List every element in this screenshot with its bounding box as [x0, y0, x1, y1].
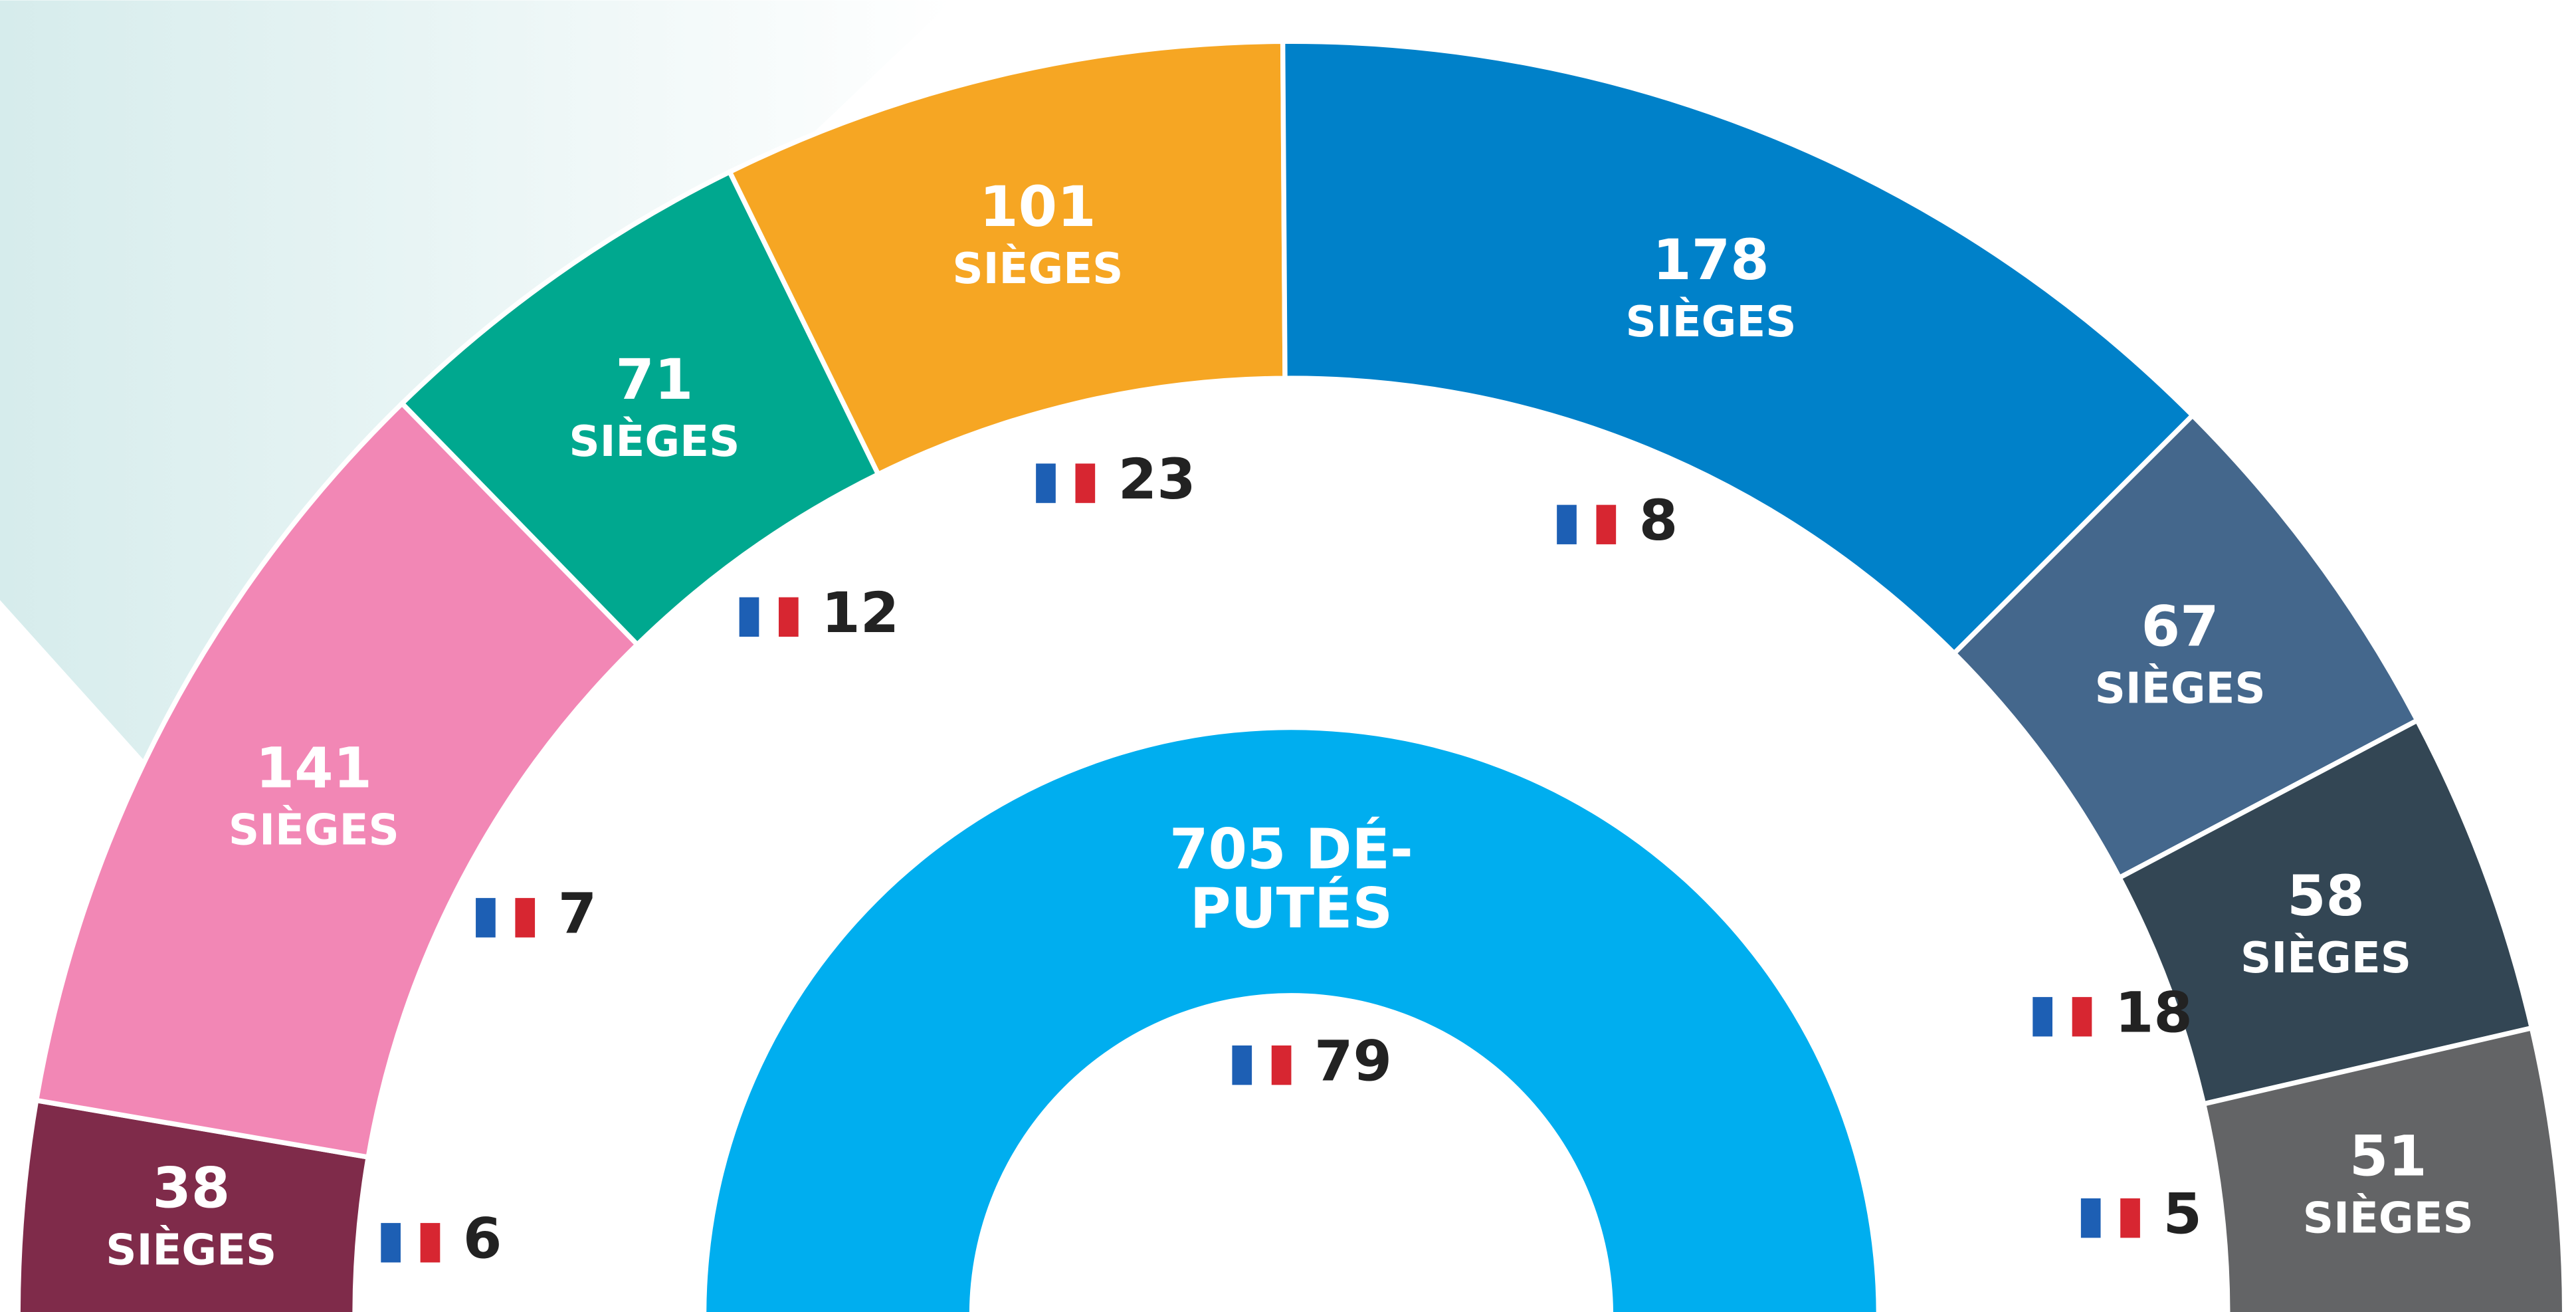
- seat-unit: SIÈGES: [1626, 296, 1797, 347]
- flag-value: 7: [558, 881, 597, 946]
- flag-red: [2120, 1198, 2140, 1238]
- flag-value: 5: [2163, 1182, 2202, 1247]
- flag-red: [1075, 463, 1096, 503]
- flag-red: [1596, 504, 1617, 544]
- flag-red: [1271, 1045, 1292, 1085]
- flag-red: [779, 597, 799, 637]
- seat-value: 101: [979, 174, 1096, 239]
- seat-value: 141: [256, 736, 372, 801]
- flag-red: [2072, 997, 2092, 1037]
- flag-blue: [381, 1223, 401, 1263]
- flag-value: 18: [2115, 980, 2193, 1045]
- flag-blue: [1232, 1045, 1252, 1085]
- seat-unit: SIÈGES: [2240, 932, 2411, 983]
- flag-value: 6: [463, 1206, 502, 1271]
- flag-value: 8: [1639, 488, 1678, 553]
- flag-blue: [739, 597, 759, 637]
- flag-value: 12: [821, 580, 899, 645]
- flag-red: [515, 898, 536, 938]
- seat-value: 67: [2141, 594, 2219, 659]
- seat-unit: SIÈGES: [952, 243, 1123, 294]
- flag-blue: [1036, 463, 1056, 503]
- flag-value: 79: [1314, 1029, 1392, 1094]
- flag-blue: [2080, 1198, 2101, 1238]
- seat-value: 178: [1652, 227, 1769, 292]
- seat-segment: [33, 399, 641, 1160]
- seat-segment: [1280, 39, 2197, 657]
- flag-blue: [2032, 997, 2053, 1037]
- seat-unit: SIÈGES: [106, 1225, 276, 1275]
- seat-segment: [2201, 1025, 2567, 1312]
- seat-unit: SIÈGES: [569, 416, 740, 467]
- seat-unit: SIÈGES: [2095, 663, 2266, 713]
- seat-value: 51: [2349, 1124, 2427, 1189]
- seat-unit: SIÈGES: [229, 805, 399, 855]
- seat-unit: SIÈGES: [2303, 1193, 2474, 1244]
- seat-value: 58: [2287, 863, 2365, 929]
- seat-value: 38: [152, 1155, 230, 1220]
- center-label: PUTÉS: [1190, 876, 1393, 941]
- flag-value: 23: [1118, 447, 1196, 512]
- flag-red: [420, 1223, 441, 1263]
- center-label: 705 DÉ-: [1169, 817, 1413, 882]
- seat-value: 71: [615, 347, 693, 412]
- flag-blue: [1557, 504, 1577, 544]
- center-ring: [706, 730, 1876, 1312]
- flag-blue: [476, 898, 496, 938]
